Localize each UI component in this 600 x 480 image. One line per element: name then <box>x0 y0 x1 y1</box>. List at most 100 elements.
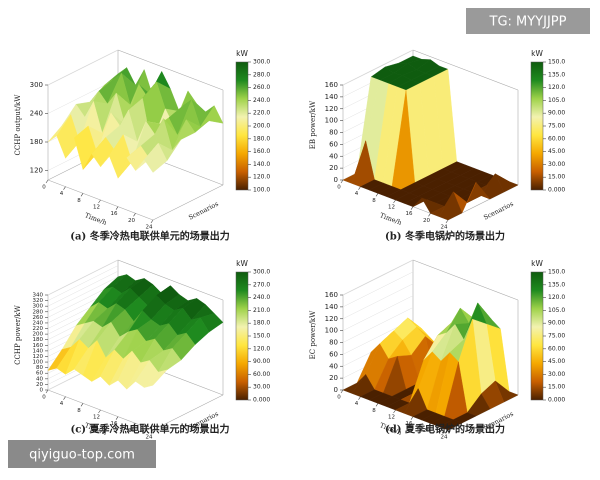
colorbar-tick-label: 15.00 <box>548 174 565 181</box>
x-tick <box>115 206 119 210</box>
z-tick-label: 160 <box>325 291 338 299</box>
colorbar-tick-label: 120.0 <box>548 294 565 301</box>
colorbar <box>235 61 249 191</box>
colorbar-tick-label: 0.000 <box>548 187 565 194</box>
z-grid-line <box>342 295 414 331</box>
z-tick-label: 60 <box>329 350 338 358</box>
colorbar-tick-label: 280.0 <box>253 71 270 78</box>
colorbar-tick-label: 140.0 <box>253 161 270 168</box>
colorbar-tick-label: 240.0 <box>253 97 270 104</box>
z-tick-label: 20 <box>36 382 43 388</box>
x-tick-label: 12 <box>93 415 100 421</box>
z-tick-label: 60 <box>329 140 338 148</box>
colorbar-tick-label: 150.0 <box>253 333 270 340</box>
colorbar-tick-label: 60.00 <box>548 135 565 142</box>
z-grid-line <box>342 49 414 86</box>
z-tick-label: 40 <box>329 362 338 370</box>
z-grid-line <box>47 259 119 296</box>
z-tick-label: 80 <box>36 365 43 371</box>
colorbar-tick-label: 200.0 <box>253 123 270 130</box>
x-tick-label: 24 <box>441 435 448 441</box>
z-tick-label: 140 <box>325 303 338 311</box>
watermark-box <box>466 8 590 34</box>
z-tick-label: 260 <box>33 315 44 321</box>
x-tick-label: 4 <box>355 401 359 407</box>
colorbar-tick-label: 105.0 <box>548 307 565 314</box>
z-tick-label: 180 <box>33 337 44 343</box>
colorbar-tick-label: 90.00 <box>548 110 565 117</box>
subplot-caption: (b) 冬季电锅炉的场景出力 <box>385 230 505 243</box>
x-tick-label: 12 <box>388 415 395 421</box>
x-tick <box>115 416 119 420</box>
colorbar-tick-label: 45.00 <box>548 148 565 155</box>
z-tick-label: 160 <box>325 81 338 89</box>
z-tick-label: 40 <box>36 376 43 382</box>
x-tick <box>98 199 101 204</box>
z-tick-label: 20 <box>329 164 338 172</box>
x-tick-label: 20 <box>423 218 430 224</box>
x-tick-label: 8 <box>77 408 81 414</box>
z-tick-label: 140 <box>325 93 338 101</box>
colorbar-label: kW <box>236 49 248 58</box>
x-tick-label: 0 <box>42 395 46 401</box>
z-tick-label: 180 <box>30 138 43 146</box>
colorbar-tick-label: 100.0 <box>253 187 270 194</box>
z-tick-label: 240 <box>30 110 43 118</box>
z-tick-label: 160 <box>33 343 44 349</box>
x-tick <box>393 409 396 414</box>
z-tick-label: 200 <box>33 332 44 338</box>
x-tick <box>375 193 379 197</box>
x-tick-label: 4 <box>60 191 64 197</box>
z-tick-label: 100 <box>325 117 338 125</box>
z-tick-label: 300 <box>33 304 44 310</box>
colorbar-tick-label: 210.0 <box>253 307 270 314</box>
z-tick-label: 220 <box>33 326 44 332</box>
colorbar-tick-label: 160.0 <box>253 148 270 155</box>
box-edge <box>412 259 519 301</box>
z-grid-line <box>47 270 119 307</box>
x-tick-label: 20 <box>423 428 430 434</box>
z-grid-line <box>342 271 414 308</box>
z-grid-line <box>47 276 119 312</box>
colorbar-tick-label: 45.00 <box>548 358 565 365</box>
x-tick-label: 4 <box>60 401 64 407</box>
x-tick <box>445 429 449 434</box>
watermark-box <box>8 440 156 468</box>
colorbar-tick-label: 270.0 <box>253 281 270 288</box>
surface-patch <box>438 191 463 221</box>
x-tick-label: 20 <box>128 428 135 434</box>
x-tick-label: 8 <box>372 198 376 204</box>
surface-patch <box>143 369 168 388</box>
x-tick <box>150 429 154 434</box>
z-tick-label: 320 <box>33 298 44 304</box>
z-tick-label: 40 <box>329 152 338 160</box>
colorbar-tick-label: 120.0 <box>548 84 565 91</box>
colorbar-tick-label: 150.0 <box>548 269 565 276</box>
subplot-caption: (d) 夏季电锅炉的场景出力 <box>385 423 505 436</box>
subplot: 0 20 40 60 80 100 120 140 160 0 4 8 12 16 20 24 EC power… <box>309 259 565 441</box>
z-grid-line <box>342 307 414 343</box>
colorbar-tick-label: 0.000 <box>548 397 565 404</box>
x-tick <box>375 403 379 407</box>
x-tick-label: 12 <box>388 205 395 211</box>
colorbar-tick-label: 75.00 <box>548 123 565 130</box>
z-tick-label: 120 <box>325 315 338 323</box>
x-tick <box>98 409 101 414</box>
box-edge <box>412 49 519 91</box>
colorbar-tick-label: 120.0 <box>253 345 270 352</box>
x-tick <box>393 199 396 204</box>
x-tick-label: 8 <box>77 198 81 204</box>
colorbar-tick-label: 90.00 <box>548 320 565 327</box>
x-tick <box>45 179 49 184</box>
colorbar-tick-label: 60.00 <box>548 345 565 352</box>
z-tick-label: 340 <box>33 293 44 299</box>
subplot: 0 20 40 60 80 100 120 140 160 0 4 8 12 16 20 24 EB power… <box>309 49 565 231</box>
box-edge <box>117 49 224 91</box>
x-tick <box>63 396 66 400</box>
z-tick-label: 0 <box>334 176 338 184</box>
colorbar-tick-label: 300.0 <box>253 59 270 66</box>
x-tick-label: 16 <box>406 421 413 427</box>
